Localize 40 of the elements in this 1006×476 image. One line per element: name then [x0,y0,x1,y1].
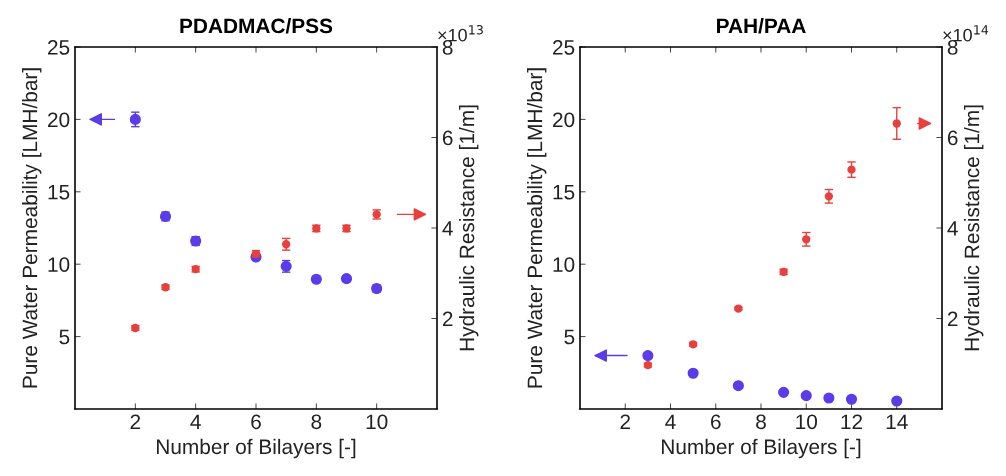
x-tick-label: 4 [190,414,201,429]
x-tick-label: 2 [620,414,630,429]
y-axis-title: Pure Water Permeability [LMH/bar] [526,68,547,388]
x-tick-label: 4 [665,414,676,429]
y2-tick-label: 6 [442,130,453,146]
y-tick-label: 15 [48,185,70,200]
x-tick-label: 8 [756,414,766,430]
chart-title: PDADMAC/PSS [180,18,333,34]
y2-axis-title: Hydraulic Resistance [1/m] [459,105,479,351]
y2-axis-title: Hydraulic Resistance [1/m] [964,105,984,351]
x-tick-label: 12 [841,414,863,429]
x-axis-title: Number of Bilayers [-] [156,438,356,459]
y-tick-label: 5 [59,329,70,345]
y2-tick-label: 4 [947,221,958,236]
y-axis-title: Pure Water Permeability [LMH/bar] [21,68,42,388]
x-tick-label: 6 [711,414,721,430]
y2-tick-label: 2 [442,311,453,327]
x-tick-label: 2 [130,414,141,429]
y2-tick-label: 6 [947,130,958,146]
text: ×10$^{13}$ [438,25,483,42]
y2-tick-label: 2 [947,311,958,327]
x-tick-label: 8 [311,414,322,430]
x-tick-label: 10 [366,414,388,430]
x-tick-label: 14 [886,414,908,429]
y-tick-label: 10 [553,257,575,272]
y2-tick-label: 4 [442,221,453,236]
y-tick-label: 20 [48,112,70,128]
x-axis-title: Number of Bilayers [-] [661,438,861,459]
y-tick-label: 15 [553,185,575,200]
y-tick-label: 25 [553,40,575,55]
y-tick-label: 25 [48,40,70,55]
y2-tick-label: 8 [442,40,453,55]
y2-tick-label: 8 [947,40,958,55]
chart-title: PAH/PAA [717,18,806,34]
text: ×10$^{14}$ [943,25,989,42]
x-tick-label: 6 [251,414,261,430]
y-tick-label: 20 [553,112,575,128]
y-tick-label: 10 [48,257,70,272]
y-tick-label: 5 [564,329,575,345]
x-tick-label: 10 [796,414,818,430]
